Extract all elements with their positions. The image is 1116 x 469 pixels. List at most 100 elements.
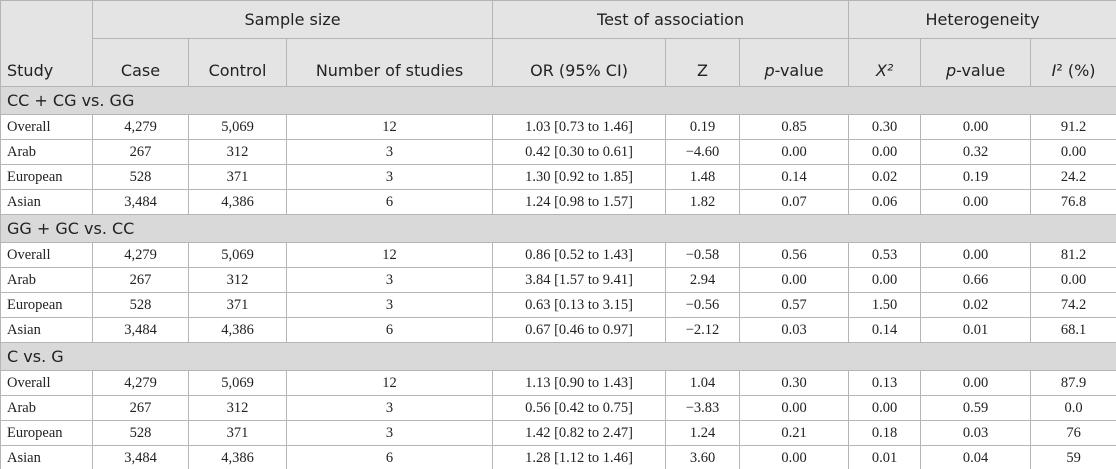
header-group: Test of association bbox=[492, 0, 850, 39]
value-cell: 0.57 bbox=[739, 292, 850, 318]
value-cell: 3 bbox=[285, 292, 494, 318]
value-cell: 5,069 bbox=[188, 242, 287, 268]
value-cell: 6 bbox=[285, 189, 494, 215]
data-row: Arab 267 312 3 0.42 [0.30 to 0.61] −4.60 0.00 0… bbox=[0, 139, 1116, 165]
value-cell: 0.00 bbox=[920, 189, 1032, 215]
study-cell: European bbox=[0, 292, 93, 318]
value-cell: 1.30 [0.92 to 1.85] bbox=[492, 164, 667, 190]
value-cell: 312 bbox=[188, 267, 287, 293]
value-cell: 0.19 bbox=[920, 164, 1032, 190]
study-cell: Arab bbox=[0, 267, 93, 293]
value-cell: 0.02 bbox=[848, 164, 922, 190]
data-row: Overall 4,279 5,069 12 0.86 [0.52 to 1.43] −0… bbox=[0, 242, 1116, 268]
group-title: C vs. G bbox=[0, 342, 1116, 371]
value-cell: 0.19 bbox=[665, 114, 741, 140]
group-row: C vs. G bbox=[0, 342, 1116, 371]
value-cell: 3.84 [1.57 to 9.41] bbox=[492, 267, 667, 293]
value-cell: 5,069 bbox=[188, 370, 287, 396]
value-cell: 0.00 bbox=[1030, 139, 1116, 165]
value-cell: 4,279 bbox=[92, 114, 189, 140]
value-cell: 81.2 bbox=[1030, 242, 1116, 268]
value-cell: 3,484 bbox=[92, 317, 189, 343]
study-cell: Arab bbox=[0, 395, 93, 421]
value-cell: 4,279 bbox=[92, 370, 189, 396]
value-cell: 0.04 bbox=[920, 445, 1032, 469]
value-cell: 0.63 [0.13 to 3.15] bbox=[492, 292, 667, 318]
value-cell: 0.00 bbox=[920, 114, 1032, 140]
value-cell: 528 bbox=[92, 164, 189, 190]
header-cell: Control bbox=[188, 38, 287, 87]
data-row: Asian 3,484 4,386 6 1.28 [1.12 to 1.46] 3.60 0… bbox=[0, 445, 1116, 469]
value-cell: 0.00 bbox=[848, 267, 922, 293]
value-cell: −0.58 bbox=[665, 242, 741, 268]
value-cell: 1.48 bbox=[665, 164, 741, 190]
value-cell: 371 bbox=[188, 292, 287, 318]
value-cell: 0.85 bbox=[739, 114, 850, 140]
value-cell: 91.2 bbox=[1030, 114, 1116, 140]
value-cell: 371 bbox=[188, 164, 287, 190]
value-cell: 4,386 bbox=[188, 189, 287, 215]
value-cell: 0.53 bbox=[848, 242, 922, 268]
value-cell: 312 bbox=[188, 395, 287, 421]
value-cell: 0.66 bbox=[920, 267, 1032, 293]
value-cell: 24.2 bbox=[1030, 164, 1116, 190]
value-cell: 3 bbox=[285, 395, 494, 421]
data-row: European 528 371 3 1.42 [0.82 to 2.47] 1.24 0.… bbox=[0, 420, 1116, 446]
header-row: Case Control Number of studies OR (95% C… bbox=[1, 38, 1116, 87]
value-cell: 87.9 bbox=[1030, 370, 1116, 396]
value-cell: 1.03 [0.73 to 1.46] bbox=[492, 114, 667, 140]
value-cell: 1.42 [0.82 to 2.47] bbox=[492, 420, 667, 446]
value-cell: 267 bbox=[92, 267, 189, 293]
value-cell: 0.06 bbox=[848, 189, 922, 215]
value-cell: 0.00 bbox=[920, 370, 1032, 396]
value-cell: 0.00 bbox=[739, 267, 850, 293]
value-cell: 4,279 bbox=[92, 242, 189, 268]
group-title: GG + GC vs. CC bbox=[0, 214, 1116, 243]
value-cell: 3,484 bbox=[92, 445, 189, 469]
value-cell: 1.13 [0.90 to 1.43] bbox=[492, 370, 667, 396]
header-group: Sample size bbox=[91, 0, 494, 39]
study-cell: Overall bbox=[0, 370, 93, 396]
value-cell: 0.30 bbox=[848, 114, 922, 140]
value-cell: 0.13 bbox=[848, 370, 922, 396]
value-cell: 68.1 bbox=[1030, 317, 1116, 343]
value-cell: 0.21 bbox=[739, 420, 850, 446]
value-cell: 0.14 bbox=[739, 164, 850, 190]
value-cell: 0.59 bbox=[920, 395, 1032, 421]
value-cell: 6 bbox=[285, 317, 494, 343]
value-cell: 0.42 [0.30 to 0.61] bbox=[492, 139, 667, 165]
value-cell: 528 bbox=[92, 420, 189, 446]
data-row: European 528 371 3 1.30 [0.92 to 1.85] 1.48 0.… bbox=[0, 164, 1116, 190]
value-cell: 59 bbox=[1030, 445, 1116, 469]
value-cell: 76 bbox=[1030, 420, 1116, 446]
value-cell: 3 bbox=[285, 164, 494, 190]
value-cell: −3.83 bbox=[665, 395, 741, 421]
value-cell: 1.50 bbox=[848, 292, 922, 318]
value-cell: 0.56 [0.42 to 0.75] bbox=[492, 395, 667, 421]
study-cell: Overall bbox=[0, 114, 93, 140]
value-cell: −4.60 bbox=[665, 139, 741, 165]
value-cell: 0.00 bbox=[848, 395, 922, 421]
value-cell: 4,386 bbox=[188, 317, 287, 343]
value-cell: −2.12 bbox=[665, 317, 741, 343]
value-cell: 74.2 bbox=[1030, 292, 1116, 318]
value-cell: 0.07 bbox=[739, 189, 850, 215]
value-cell: 0.14 bbox=[848, 317, 922, 343]
value-cell: 528 bbox=[92, 292, 189, 318]
value-cell: 0.01 bbox=[848, 445, 922, 469]
data-row: Asian 3,484 4,386 6 0.67 [0.46 to 0.97] −2.12… bbox=[0, 317, 1116, 343]
value-cell: 371 bbox=[188, 420, 287, 446]
value-cell: 76.8 bbox=[1030, 189, 1116, 215]
value-cell: 1.28 [1.12 to 1.46] bbox=[492, 445, 667, 469]
value-cell: 0.18 bbox=[848, 420, 922, 446]
header-cell: X² bbox=[848, 38, 922, 87]
header-group: Heterogeneity bbox=[848, 0, 1116, 39]
study-cell: European bbox=[0, 164, 93, 190]
header-cell: p-value bbox=[739, 38, 850, 87]
value-cell: 0.03 bbox=[920, 420, 1032, 446]
value-cell: 12 bbox=[285, 242, 494, 268]
value-cell: 0.30 bbox=[739, 370, 850, 396]
